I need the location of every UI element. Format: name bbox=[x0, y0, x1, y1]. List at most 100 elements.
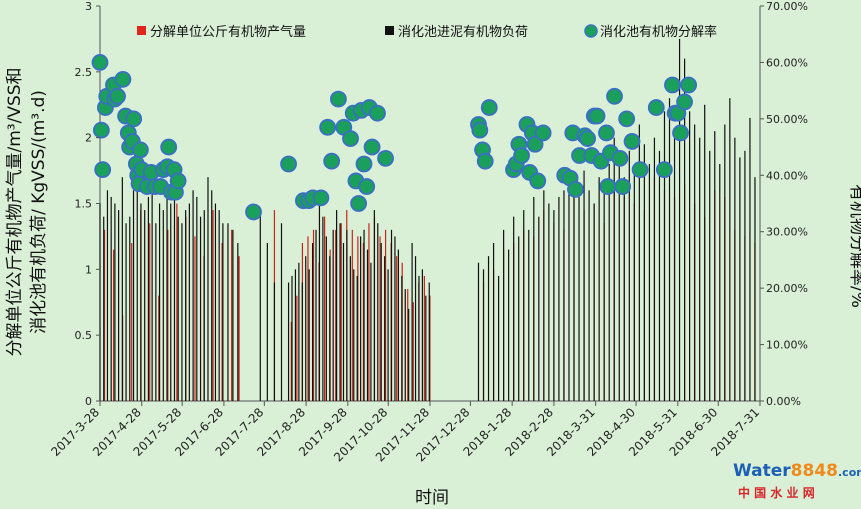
load-bar bbox=[694, 124, 696, 401]
load-bar bbox=[207, 177, 209, 401]
load-bar bbox=[749, 117, 751, 402]
load-bar bbox=[719, 164, 721, 401]
watermark-brand: Water8848.com bbox=[733, 461, 861, 481]
load-bar bbox=[273, 282, 276, 401]
load-bar bbox=[668, 98, 671, 402]
load-bar bbox=[404, 289, 406, 401]
legend-label-gas: 分解单位公斤有机物产气量 bbox=[150, 24, 306, 40]
gas-bar bbox=[112, 249, 115, 401]
load-bar bbox=[425, 295, 427, 401]
rate-point bbox=[377, 149, 394, 167]
load-bar bbox=[588, 190, 590, 401]
load-bar bbox=[125, 223, 127, 401]
load-bar bbox=[573, 183, 575, 401]
load-bar bbox=[673, 137, 676, 402]
load-bar bbox=[370, 262, 372, 401]
gas-bar bbox=[290, 322, 292, 401]
legend-marker-gas bbox=[137, 26, 146, 35]
legend-marker-rate bbox=[584, 24, 598, 38]
load-bar bbox=[739, 157, 741, 401]
load-bar bbox=[301, 282, 303, 401]
gas-bar bbox=[307, 236, 309, 401]
load-bar bbox=[103, 216, 105, 401]
gas-bar bbox=[423, 275, 425, 401]
load-bar bbox=[397, 249, 399, 401]
load-bar bbox=[356, 275, 358, 401]
rate-point bbox=[109, 87, 126, 105]
rate-point bbox=[369, 104, 386, 122]
rate-point bbox=[611, 149, 629, 167]
load-bar bbox=[663, 111, 666, 401]
rate-point bbox=[534, 124, 552, 142]
load-bar bbox=[318, 203, 321, 401]
load-bar bbox=[151, 190, 153, 401]
load-bar bbox=[754, 177, 756, 401]
y-right-tick-label: 60.00% bbox=[766, 56, 808, 69]
load-bar bbox=[380, 243, 382, 401]
load-bar bbox=[428, 282, 430, 401]
load-bar bbox=[593, 203, 595, 401]
y-right-tick-label: 30.00% bbox=[766, 226, 808, 239]
rate-point bbox=[471, 121, 489, 139]
rate-point bbox=[664, 76, 681, 94]
gas-bar bbox=[149, 223, 151, 401]
load-bar bbox=[110, 196, 112, 401]
load-bar bbox=[99, 203, 101, 401]
y-right-tick-label: 20.00% bbox=[766, 282, 808, 295]
load-bar bbox=[325, 236, 327, 401]
load-bar bbox=[548, 203, 550, 401]
y-right-tick-label: 70.00% bbox=[766, 0, 808, 13]
gas-bar bbox=[238, 256, 240, 401]
load-bar bbox=[633, 170, 635, 401]
load-bar bbox=[689, 111, 691, 401]
gas-bar bbox=[379, 236, 381, 401]
load-bar bbox=[308, 269, 310, 401]
gas-bar bbox=[396, 256, 398, 401]
load-bar bbox=[173, 190, 176, 401]
load-bar bbox=[336, 210, 338, 401]
legend-label-rate: 消化池有机物分解率 bbox=[600, 24, 717, 40]
watermark-cn: 中 国 水 业 网 bbox=[738, 485, 815, 500]
gas-bar bbox=[368, 223, 370, 401]
load-bar bbox=[678, 38, 681, 402]
rate-point bbox=[480, 99, 498, 116]
load-bar bbox=[411, 243, 413, 401]
x-axis-ticks: 2017-3-282017-4-282017-5-282017-6-282017… bbox=[48, 401, 762, 464]
load-bar bbox=[346, 229, 348, 401]
load-bar bbox=[523, 210, 525, 401]
load-bar bbox=[528, 229, 530, 401]
load-bar bbox=[147, 196, 150, 401]
load-bar bbox=[188, 203, 190, 401]
rate-point bbox=[655, 161, 673, 179]
rate-point bbox=[606, 87, 623, 105]
gas-bar bbox=[324, 216, 326, 401]
gas-bar bbox=[212, 210, 214, 401]
load-bar bbox=[106, 190, 109, 401]
load-bar bbox=[709, 150, 711, 401]
rate-point bbox=[623, 133, 641, 150]
load-bar bbox=[477, 262, 480, 401]
rate-point bbox=[598, 124, 615, 142]
rate-point bbox=[476, 152, 494, 170]
load-bar bbox=[538, 216, 540, 401]
rate-point bbox=[92, 121, 110, 139]
load-bar bbox=[158, 203, 161, 401]
rate-point bbox=[614, 178, 632, 195]
y-right-tick-label: 40.00% bbox=[766, 169, 808, 182]
load-bar bbox=[315, 229, 317, 401]
rate-point bbox=[94, 161, 112, 179]
load-bar bbox=[508, 249, 510, 401]
rate-point bbox=[358, 178, 376, 195]
load-bar bbox=[699, 137, 701, 402]
load-series bbox=[99, 38, 756, 402]
rate-point bbox=[672, 124, 689, 142]
load-bar bbox=[638, 124, 640, 401]
load-bar bbox=[118, 210, 120, 401]
legend: 分解单位公斤有机物产气量 消化池进泥有机物负荷 消化池有机物分解率 bbox=[137, 24, 717, 40]
load-bar bbox=[199, 216, 202, 401]
load-bar bbox=[211, 190, 213, 401]
y-right-tick-label: 50.00% bbox=[766, 113, 808, 126]
load-bar bbox=[227, 223, 229, 401]
load-bar bbox=[259, 210, 261, 401]
rate-point bbox=[350, 195, 368, 212]
